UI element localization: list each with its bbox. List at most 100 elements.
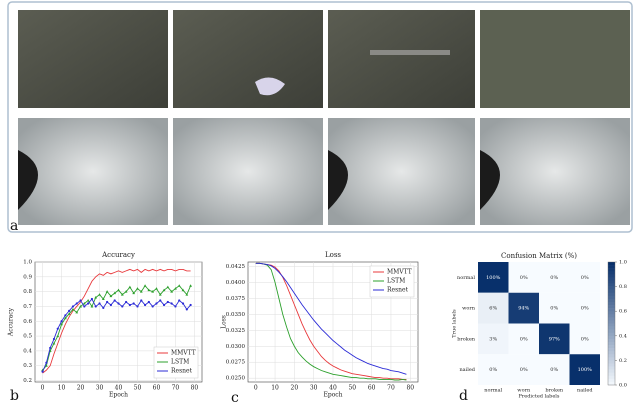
colorbar-step [608, 333, 615, 336]
point [102, 307, 104, 309]
point [79, 299, 81, 301]
colorbar-step [608, 345, 615, 348]
point [144, 304, 146, 306]
point [148, 301, 150, 303]
colorbar-step [608, 370, 615, 373]
colorbar-step [608, 373, 615, 376]
x-tick-label: nailed [577, 388, 593, 394]
point [125, 301, 127, 303]
colorbar-step [608, 376, 615, 379]
photo [18, 10, 168, 108]
x-axis-label: Epoch [109, 392, 128, 399]
cell-label: 0% [550, 275, 558, 281]
chart-title: Loss [325, 251, 341, 259]
x-tick-label: 60 [368, 385, 376, 392]
point [57, 328, 59, 330]
point [178, 299, 180, 301]
colorbar-step [608, 271, 615, 274]
point [68, 310, 70, 312]
point [159, 299, 161, 301]
y-tick-label: 0.0425 [226, 264, 246, 270]
y-tick-label: 0.0300 [226, 344, 246, 350]
photo [480, 10, 630, 108]
colorbar-step [608, 274, 615, 277]
colorbar-label: 0.0 [619, 383, 627, 389]
panel-label: c [231, 390, 239, 406]
x-tick-label: 70 [387, 385, 395, 392]
colorbar-step [608, 336, 615, 339]
point [186, 308, 188, 310]
x-tick-label: 20 [291, 385, 299, 392]
point [174, 305, 176, 307]
colorbar-step [608, 354, 615, 357]
x-axis-label: Epoch [323, 392, 342, 399]
cell-label: 0% [550, 306, 558, 312]
point [41, 371, 43, 373]
x-tick-label: 30 [310, 385, 318, 392]
x-tick-label: 20 [77, 385, 85, 392]
x-tick-label: 50 [348, 385, 356, 392]
point [49, 347, 51, 349]
colorbar-step [608, 265, 615, 268]
colorbar-step [608, 317, 615, 320]
cell-label: 100% [486, 275, 501, 281]
photo [328, 118, 475, 225]
cell-label: 0% [581, 306, 589, 312]
colorbar-step [608, 382, 615, 385]
legend-label: LSTM [387, 278, 405, 285]
x-tick-label: 80 [191, 385, 199, 392]
point [129, 304, 131, 306]
colorbar-label: 0.2 [619, 358, 627, 364]
colorbar-step [608, 320, 615, 323]
point [98, 302, 100, 304]
colorbar-step [608, 284, 615, 287]
y-tick-label: nailed [459, 367, 475, 373]
colorbar-step [608, 308, 615, 311]
colorbar-label: 1.0 [619, 260, 627, 266]
point [64, 314, 66, 316]
cell-label: 0% [520, 367, 528, 373]
colorbar-label: 0.4 [619, 333, 627, 339]
point [121, 305, 123, 307]
colorbar-step [608, 339, 615, 342]
point [136, 305, 138, 307]
point [83, 305, 85, 307]
colorbar-step [608, 302, 615, 305]
cell-label: 0% [489, 367, 497, 373]
chart-title: Confusion Matrix (%) [501, 252, 577, 260]
x-tick-label: 50 [134, 385, 142, 392]
point [110, 304, 112, 306]
x-tick-label: 0 [41, 385, 45, 392]
y-axis-label: Loss [221, 315, 228, 329]
y-tick-label: 0.4 [23, 348, 32, 354]
y-tick-label: worn [462, 306, 476, 312]
y-tick-label: 0.0325 [226, 328, 246, 334]
colorbar-step [608, 299, 615, 302]
legend-label: MMVTT [387, 269, 412, 276]
y-tick-label: 0.7 [23, 304, 32, 310]
point [140, 299, 142, 301]
colorbar-step [608, 296, 615, 299]
point [152, 305, 154, 307]
point [45, 362, 47, 364]
x-tick-label: 70 [172, 385, 180, 392]
x-tick-label: 60 [153, 385, 161, 392]
y-tick-label: 0.6 [23, 319, 32, 325]
colorbar-step [608, 327, 615, 330]
x-tick-label: 40 [329, 385, 337, 392]
colorbar-step [608, 280, 615, 283]
figure: a 010203040506070800.20.30.40.50.60.70.8… [0, 0, 639, 408]
cell-label: 0% [550, 367, 558, 373]
point [155, 302, 157, 304]
cell-label: 100% [578, 367, 593, 373]
x-tick-label: 0 [254, 385, 258, 392]
cell-label: 97% [549, 336, 560, 342]
colorbar-step [608, 357, 615, 360]
colorbar-step [608, 351, 615, 354]
point [76, 302, 78, 304]
x-tick-label: 10 [58, 385, 66, 392]
page: a 010203040506070800.20.30.40.50.60.70.8… [0, 0, 639, 408]
legend-label: LSTM [171, 359, 189, 366]
colorbar-step [608, 290, 615, 293]
colorbar-step [608, 314, 615, 317]
